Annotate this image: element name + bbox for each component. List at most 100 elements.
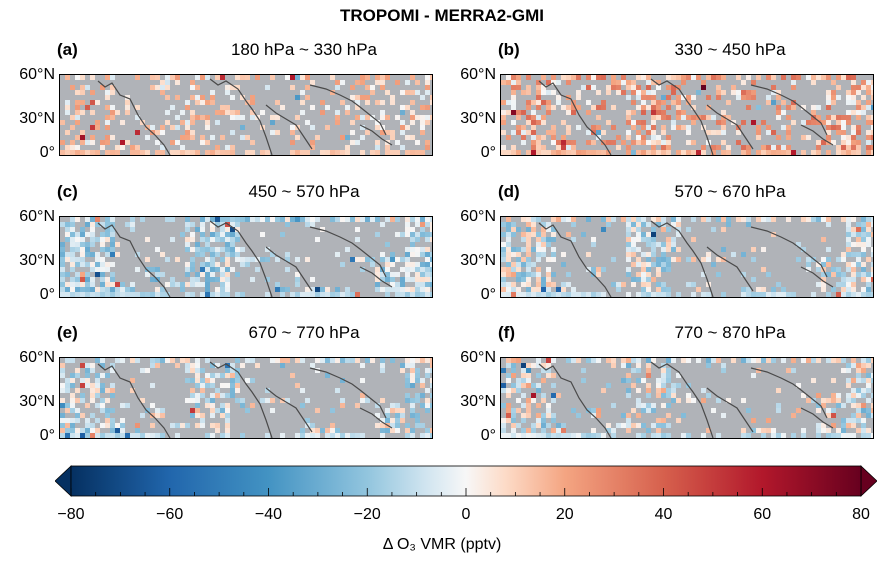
heatmap-cell (265, 150, 270, 155)
heatmap-cell (816, 217, 821, 222)
heatmap-cell (641, 95, 646, 100)
heatmap-cell (210, 378, 215, 383)
heatmap-cell (631, 140, 636, 145)
heatmap-cell (80, 428, 85, 433)
heatmap-cell (851, 125, 856, 130)
coastline (209, 220, 273, 297)
heatmap-cell (155, 408, 160, 413)
heatmap-cell (836, 433, 841, 438)
heatmap-cell (511, 120, 516, 125)
heatmap-cell (155, 292, 160, 297)
heatmap-cell (80, 277, 85, 282)
heatmap-cell (641, 292, 646, 297)
heatmap-cell (265, 388, 270, 393)
heatmap-cell (756, 287, 761, 292)
heatmap-cell (230, 222, 235, 227)
heatmap-cell (821, 272, 826, 277)
heatmap-cell (591, 85, 596, 90)
heatmap-cell (170, 358, 175, 363)
heatmap-cell (210, 277, 215, 282)
heatmap-cell (105, 227, 110, 232)
heatmap-cell (380, 75, 385, 80)
heatmap-cell (85, 368, 90, 373)
heatmap-cell (180, 358, 185, 363)
heatmap-cell (531, 120, 536, 125)
heatmap-cell (716, 75, 721, 80)
heatmap-cell (501, 80, 506, 85)
heatmap-cell (430, 277, 432, 282)
heatmap-cell (551, 75, 556, 80)
heatmap-cell (566, 125, 571, 130)
heatmap-cell (430, 262, 432, 267)
heatmap-cell (150, 383, 155, 388)
heatmap-cell (581, 378, 586, 383)
heatmap-cell (851, 145, 856, 150)
heatmap-cell (190, 120, 195, 125)
heatmap-cell (275, 287, 280, 292)
heatmap-cell (385, 418, 390, 423)
heatmap-cell (841, 115, 846, 120)
heatmap-cell (340, 80, 345, 85)
heatmap-cell (310, 105, 315, 110)
heatmap-cell (75, 428, 80, 433)
heatmap-cell (375, 140, 380, 145)
heatmap-cell (741, 398, 746, 403)
heatmap-cell (656, 423, 661, 428)
heatmap-cell (701, 272, 706, 277)
heatmap-cell (546, 408, 551, 413)
heatmap-cell (801, 150, 806, 155)
heatmap-cell (851, 252, 856, 257)
heatmap-cell (405, 267, 410, 272)
heatmap-cell (776, 388, 781, 393)
heatmap-cell (315, 135, 320, 140)
heatmap-cell (636, 135, 641, 140)
heatmap-cell (771, 145, 776, 150)
heatmap-cell (410, 135, 415, 140)
heatmap-cell (651, 433, 656, 438)
heatmap-cell (240, 398, 245, 403)
heatmap-cell (666, 368, 671, 373)
heatmap-cell (75, 388, 80, 393)
heatmap-cell (315, 287, 320, 292)
heatmap-cell (100, 262, 105, 267)
heatmap-cell (636, 413, 641, 418)
heatmap-cell (85, 403, 90, 408)
heatmap-cell (155, 75, 160, 80)
heatmap-cell (646, 85, 651, 90)
heatmap-cell (295, 150, 300, 155)
heatmap-cell (250, 100, 255, 105)
heatmap-cell (501, 115, 506, 120)
heatmap-cell (210, 135, 215, 140)
heatmap-cell (861, 227, 866, 232)
heatmap-cell (561, 145, 566, 150)
heatmap-cell (235, 383, 240, 388)
heatmap-cell (320, 110, 325, 115)
heatmap-cell (521, 368, 526, 373)
heatmap-cell (175, 433, 180, 438)
heatmap-cell (385, 242, 390, 247)
heatmap-cell (185, 227, 190, 232)
heatmap-cell (210, 90, 215, 95)
heatmap-cell (70, 292, 75, 297)
heatmap-cell (701, 433, 706, 438)
heatmap-cell (190, 85, 195, 90)
heatmap-cell (646, 368, 651, 373)
heatmap-cell (651, 237, 656, 242)
heatmap-cell (771, 217, 776, 222)
heatmap-cell (841, 368, 846, 373)
heatmap-cell (70, 428, 75, 433)
heatmap-cell (871, 90, 873, 95)
heatmap-cell (85, 85, 90, 90)
heatmap-cell (430, 368, 432, 373)
heatmap-cell (95, 292, 100, 297)
heatmap-cell (150, 85, 155, 90)
heatmap-cell (541, 247, 546, 252)
heatmap-cell (100, 423, 105, 428)
heatmap-cell (626, 95, 631, 100)
heatmap-cell (300, 90, 305, 95)
heatmap-cell (861, 418, 866, 423)
heatmap-cell (531, 115, 536, 120)
heatmap-cell (390, 100, 395, 105)
heatmap-cell (140, 217, 145, 222)
heatmap-cell (425, 433, 430, 438)
